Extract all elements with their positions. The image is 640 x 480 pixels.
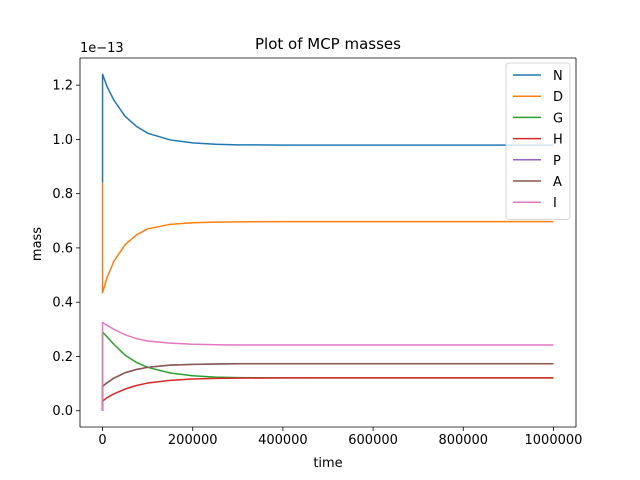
x-axis: 0 200000 400000 600000 800000 1000000 <box>98 427 582 448</box>
series-line-N <box>101 73 554 183</box>
y-axis: 0.0 0.2 0.4 0.6 0.8 1.0 1.2 <box>52 79 80 419</box>
legend-label-A: A <box>553 175 562 190</box>
series-layer <box>101 73 554 411</box>
chart-title: Plot of MCP masses <box>255 35 401 53</box>
y-tick-label: 1.0 <box>52 133 73 148</box>
x-tick-label: 800000 <box>438 433 488 448</box>
legend-label-H: H <box>553 133 563 148</box>
x-tick-label: 1000000 <box>525 433 583 448</box>
y-tick-label: 0.0 <box>52 404 73 419</box>
legend-label-I: I <box>553 196 557 211</box>
x-tick-label: 200000 <box>168 433 218 448</box>
series-line-A <box>101 363 554 411</box>
y-tick-label: 0.6 <box>52 241 73 256</box>
y-tick-label: 0.2 <box>52 350 73 365</box>
plot-area <box>80 58 576 427</box>
y-tick-label: 0.8 <box>52 187 73 202</box>
legend-label-N: N <box>553 69 563 84</box>
series-line-D <box>101 182 554 294</box>
series-line-I <box>101 321 554 411</box>
x-axis-label: time <box>313 456 342 471</box>
x-tick-label: 400000 <box>258 433 308 448</box>
plot-background <box>80 58 576 427</box>
y-tick-label: 1.2 <box>52 79 73 94</box>
legend-label-D: D <box>553 90 563 105</box>
y-axis-label: mass <box>30 227 45 261</box>
series-line-H <box>101 377 554 411</box>
y-offset-text: 1e−13 <box>80 41 124 56</box>
legend-label-G: G <box>553 111 563 126</box>
y-tick-label: 0.4 <box>52 296 73 311</box>
legend-label-P: P <box>553 154 561 169</box>
x-tick-label: 0 <box>98 433 106 448</box>
x-tick-label: 600000 <box>348 433 398 448</box>
axes-frame <box>79 57 577 428</box>
